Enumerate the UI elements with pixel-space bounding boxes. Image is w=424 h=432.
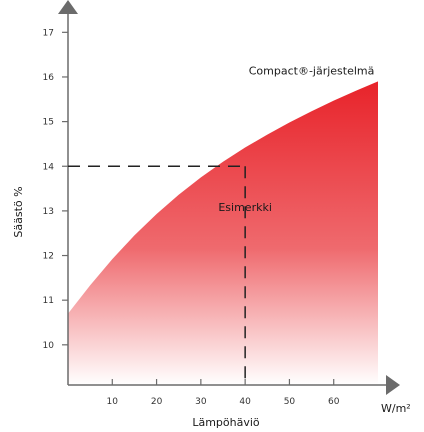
x-axis-arrow-icon — [386, 375, 400, 395]
y-tick-label: 12 — [43, 252, 54, 262]
x-tick-label: 20 — [151, 397, 163, 407]
x-ticks: 10 20 30 40 50 60 — [107, 379, 340, 407]
y-tick-label: 10 — [43, 341, 55, 351]
y-ticks: 10 11 12 13 14 15 16 17 — [43, 28, 68, 351]
y-tick-label: 14 — [43, 162, 55, 172]
y-axis-arrow-icon — [58, 0, 78, 14]
x-axis-unit: W/m² — [381, 402, 411, 415]
y-tick-label: 15 — [43, 118, 54, 128]
x-tick-label: 40 — [239, 397, 251, 407]
x-tick-label: 60 — [328, 397, 340, 407]
series-area-compact — [68, 81, 378, 386]
x-tick-label: 10 — [107, 397, 119, 407]
x-tick-label: 30 — [195, 397, 207, 407]
y-tick-label: 13 — [43, 207, 54, 217]
y-tick-label: 17 — [43, 28, 54, 38]
x-tick-label: 50 — [284, 397, 296, 407]
y-axis-title: Säästö % — [12, 186, 25, 237]
series-label: Compact®-järjestelmä — [249, 65, 375, 78]
example-label: Esimerkki — [218, 201, 272, 214]
y-tick-label: 16 — [43, 73, 55, 83]
x-axis-title: Lämpöhäviö — [192, 416, 260, 429]
y-tick-label: 11 — [43, 296, 54, 306]
